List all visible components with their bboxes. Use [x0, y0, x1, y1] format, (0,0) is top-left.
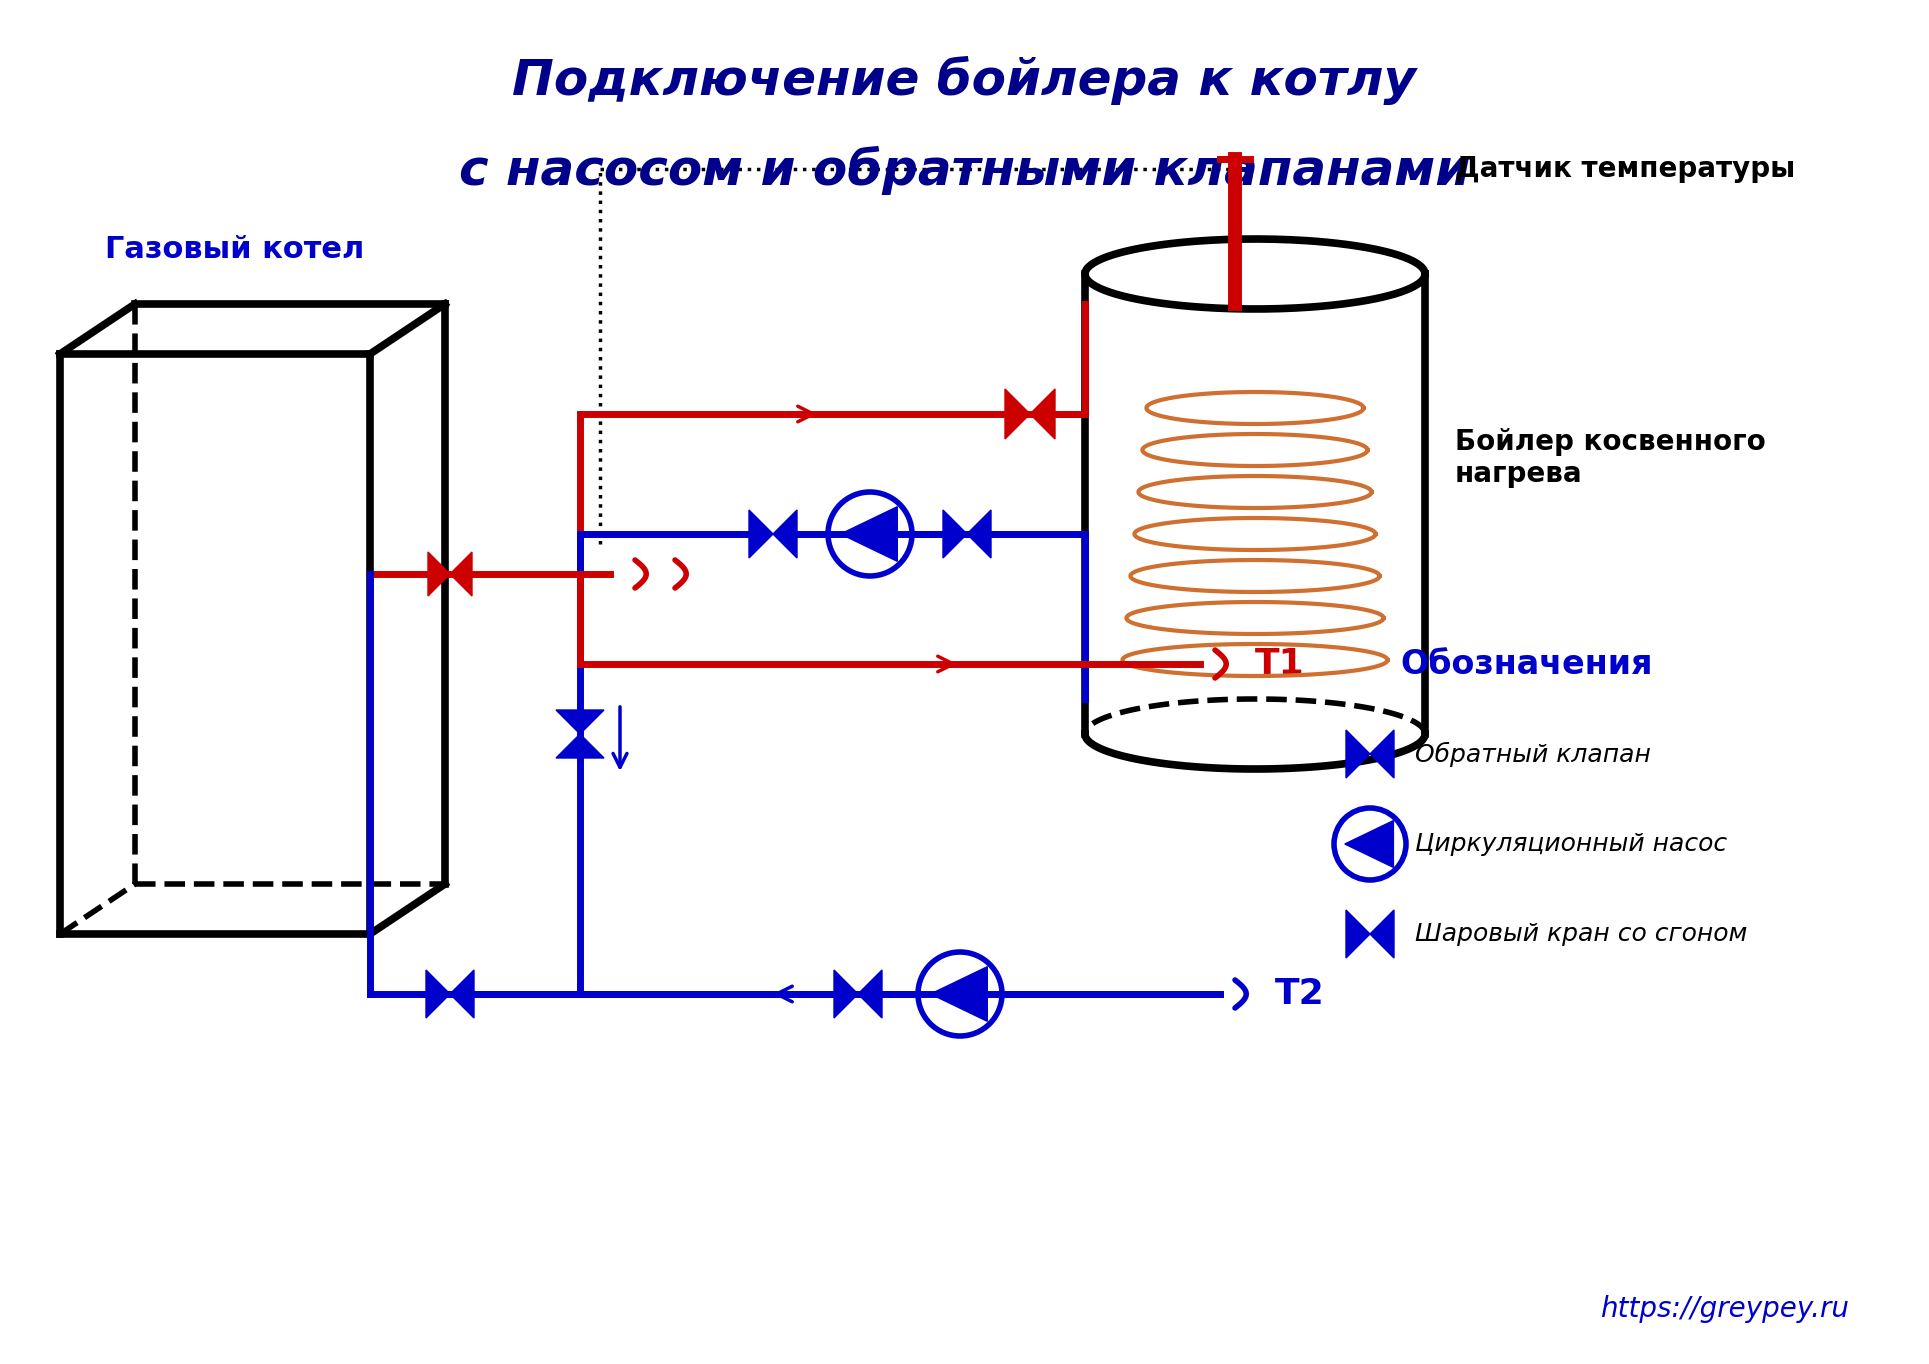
- Polygon shape: [841, 506, 897, 562]
- Text: Т2: Т2: [1275, 977, 1325, 1011]
- Text: https://greypey.ru: https://greypey.ru: [1599, 1294, 1850, 1323]
- Polygon shape: [428, 552, 449, 596]
- Polygon shape: [556, 711, 604, 734]
- Polygon shape: [1370, 910, 1395, 958]
- Text: Датчик температуры: Датчик температуры: [1454, 155, 1796, 183]
- Polygon shape: [943, 510, 966, 558]
- Polygon shape: [1346, 910, 1370, 958]
- Polygon shape: [1345, 821, 1393, 868]
- Text: Газовый котел: Газовый котел: [106, 235, 365, 263]
- Polygon shape: [966, 510, 992, 558]
- Polygon shape: [1030, 389, 1055, 439]
- Polygon shape: [748, 510, 774, 558]
- Polygon shape: [858, 970, 882, 1018]
- Text: Т1: Т1: [1256, 647, 1304, 681]
- Polygon shape: [1005, 389, 1030, 439]
- Polygon shape: [449, 970, 475, 1018]
- Polygon shape: [449, 552, 473, 596]
- Text: с насосом и обратными клапанами: с насосом и обратными клапанами: [459, 146, 1470, 195]
- Text: Бойлер косвенного
нагрева: Бойлер косвенного нагрева: [1454, 428, 1765, 488]
- Polygon shape: [1370, 730, 1395, 777]
- Text: Обратный клапан: Обратный клапан: [1416, 742, 1651, 767]
- Polygon shape: [774, 510, 797, 558]
- Polygon shape: [556, 734, 604, 758]
- Text: Циркуляционный насос: Циркуляционный насос: [1416, 832, 1726, 857]
- Text: Шаровый кран со сгоном: Шаровый кран со сгоном: [1416, 922, 1748, 947]
- Polygon shape: [833, 970, 858, 1018]
- Text: Обозначения: Обозначения: [1400, 648, 1653, 681]
- Polygon shape: [930, 967, 988, 1022]
- Text: Подключение бойлера к котлу: Подключение бойлера к котлу: [513, 56, 1416, 105]
- Polygon shape: [1346, 730, 1370, 777]
- Polygon shape: [426, 970, 449, 1018]
